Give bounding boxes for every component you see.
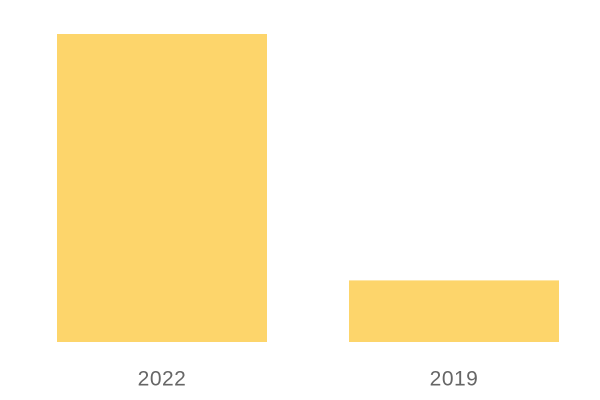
x-tick-label: 2019	[430, 368, 479, 391]
x-tick-label: 2022	[138, 368, 187, 391]
bar	[349, 280, 559, 342]
bar	[57, 34, 267, 342]
